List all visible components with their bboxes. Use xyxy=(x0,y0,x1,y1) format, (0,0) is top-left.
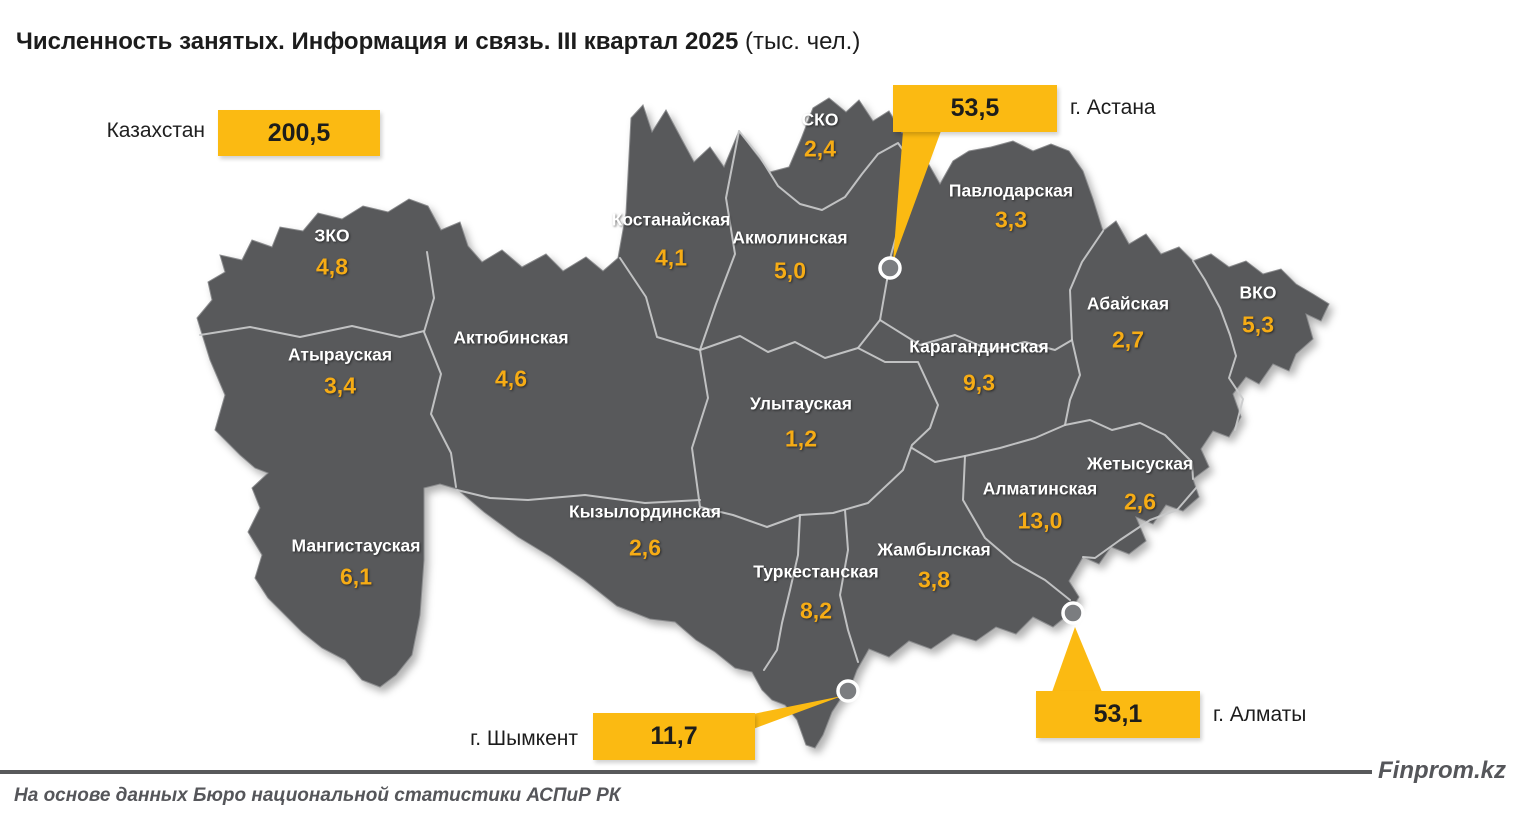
region-name: ВКО xyxy=(1239,282,1277,303)
astana-marker xyxy=(878,256,902,280)
region-value: 3,4 xyxy=(324,372,356,399)
astana-pointer xyxy=(893,131,941,262)
region-value: 9,3 xyxy=(963,369,995,396)
region-value: 8,2 xyxy=(800,597,832,624)
shymkent-label: г. Шымкент xyxy=(470,727,578,750)
page-title-main: Численность занятых. Информация и связь.… xyxy=(16,28,739,55)
astana-value-box: 53,5 xyxy=(893,85,1057,132)
source-note: На основе данных Бюро национальной стати… xyxy=(14,785,621,806)
region-name: Кызылординская xyxy=(569,501,721,522)
shymkent-value-box: 11,7 xyxy=(593,713,755,760)
region-name: Алматинская xyxy=(982,478,1098,499)
country-total-label: Казахстан xyxy=(106,119,205,142)
region-name: Актюбинская xyxy=(453,327,569,348)
almaty-label: г. Алматы xyxy=(1213,703,1307,726)
region-value: 2,4 xyxy=(804,135,836,162)
region-name: Жамбылская xyxy=(877,539,991,560)
region-name: СКО xyxy=(801,109,839,130)
region-value: 4,1 xyxy=(655,244,687,271)
region-value: 5,3 xyxy=(1242,311,1274,338)
region-value: 3,8 xyxy=(918,566,950,593)
region-name: Костанайская xyxy=(611,209,731,230)
region-value: 1,2 xyxy=(785,425,817,452)
almaty-value-box: 53,1 xyxy=(1036,691,1200,738)
region-value: 4,8 xyxy=(316,253,348,280)
page-title: Численность занятых. Информация и связь.… xyxy=(16,28,860,56)
region-value: 13,0 xyxy=(1017,507,1063,534)
shymkent-value: 11,7 xyxy=(650,722,698,750)
region-name: Абайская xyxy=(1086,293,1170,314)
region-name: Туркестанская xyxy=(753,561,879,582)
astana-value: 53,5 xyxy=(950,94,1000,122)
region-value: 3,3 xyxy=(995,206,1027,233)
region-value: 2,7 xyxy=(1112,326,1144,353)
region-name: Павлодарская xyxy=(948,180,1074,201)
region-value: 2,6 xyxy=(629,534,661,561)
country-total-value-box: 200,5 xyxy=(218,110,380,156)
callout-pointers xyxy=(753,131,1102,729)
region-value: 2,6 xyxy=(1124,488,1156,515)
region-value: 6,1 xyxy=(340,563,372,590)
footer-divider xyxy=(0,770,1372,774)
shymkent-marker xyxy=(836,679,860,703)
almaty-pointer xyxy=(1052,627,1102,692)
region-value: 5,0 xyxy=(774,257,806,284)
city-markers xyxy=(836,256,1085,703)
country-total-value: 200,5 xyxy=(267,118,331,147)
almaty-marker xyxy=(1061,601,1085,625)
page-title-unit: (тыс. чел.) xyxy=(745,28,861,55)
region-value: 4,6 xyxy=(495,365,527,392)
region-name: Мангистауская xyxy=(291,535,421,556)
astana-label: г. Астана xyxy=(1070,96,1156,119)
region-name: Акмолинская xyxy=(732,227,848,248)
region-name: Карагандинская xyxy=(909,336,1049,357)
region-name: Жетысуская xyxy=(1086,453,1194,474)
brand-logo: Finprom.kz xyxy=(1378,757,1507,784)
region-name: ЗКО xyxy=(314,225,350,246)
country-outline xyxy=(196,97,1330,749)
region-name: Улытауская xyxy=(750,393,852,414)
region-name: Атырауская xyxy=(287,344,393,365)
almaty-value: 53,1 xyxy=(1093,700,1143,728)
shymkent-pointer xyxy=(753,696,842,729)
